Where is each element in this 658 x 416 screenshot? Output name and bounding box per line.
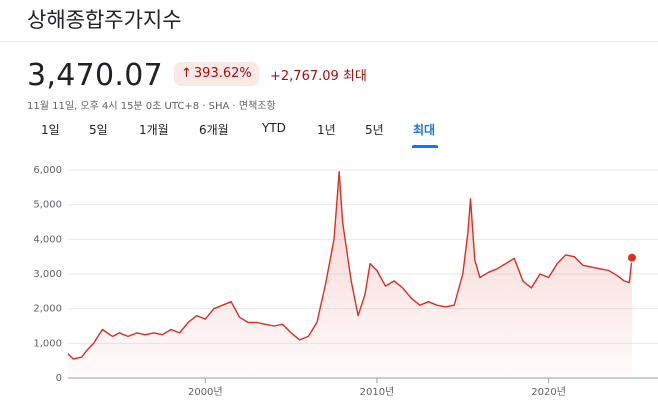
tab-6m[interactable]: 6개월	[199, 123, 229, 137]
current-price: 3,470.07	[27, 58, 163, 93]
tab-ytd[interactable]: YTD	[262, 121, 286, 135]
x-tick-label: 2010년	[360, 386, 395, 398]
divider	[0, 41, 658, 42]
market-meta: 11월 11일, 오후 4시 15분 0초 UTC+8 · SHA · 면책조항	[27, 101, 276, 112]
price-chart[interactable]: 6,000 5,000 4,000 3,000 2,000 1,000 0 2000년 201…	[0, 150, 658, 416]
range-tabs: 1일 5일 1개월 6개월 YTD 1년 5년 최대	[0, 121, 658, 151]
tab-1m[interactable]: 1개월	[139, 123, 169, 137]
tab-1d[interactable]: 1일	[41, 123, 60, 137]
page-title: 상해종합주가지수	[27, 8, 182, 32]
y-tick-label: 6,000	[33, 165, 62, 176]
tab-5d[interactable]: 5일	[89, 123, 108, 137]
arrow-up-icon: ↑	[181, 66, 192, 81]
tab-1y[interactable]: 1년	[317, 123, 336, 137]
change-percent-badge: ↑ 393.62%	[174, 62, 259, 86]
y-tick-label: 3,000	[33, 269, 62, 280]
y-tick-label: 2,000	[33, 304, 62, 315]
active-tab-indicator	[412, 145, 438, 148]
tab-5y[interactable]: 5년	[365, 123, 384, 137]
price-line	[67, 171, 633, 360]
x-tick-label: 2000년	[188, 386, 223, 398]
current-price-marker	[627, 252, 637, 263]
x-tick-label: 2020년	[531, 386, 566, 398]
y-tick-label: 1,000	[33, 338, 62, 349]
change-abs-text: +2,767.09 최대	[270, 69, 367, 84]
y-tick-label: 5,000	[33, 200, 62, 211]
y-tick-label: 0	[56, 373, 62, 384]
tab-max[interactable]: 최대	[413, 123, 436, 137]
y-tick-label: 4,000	[33, 234, 62, 245]
change-percent-value: 393.62%	[193, 66, 252, 81]
